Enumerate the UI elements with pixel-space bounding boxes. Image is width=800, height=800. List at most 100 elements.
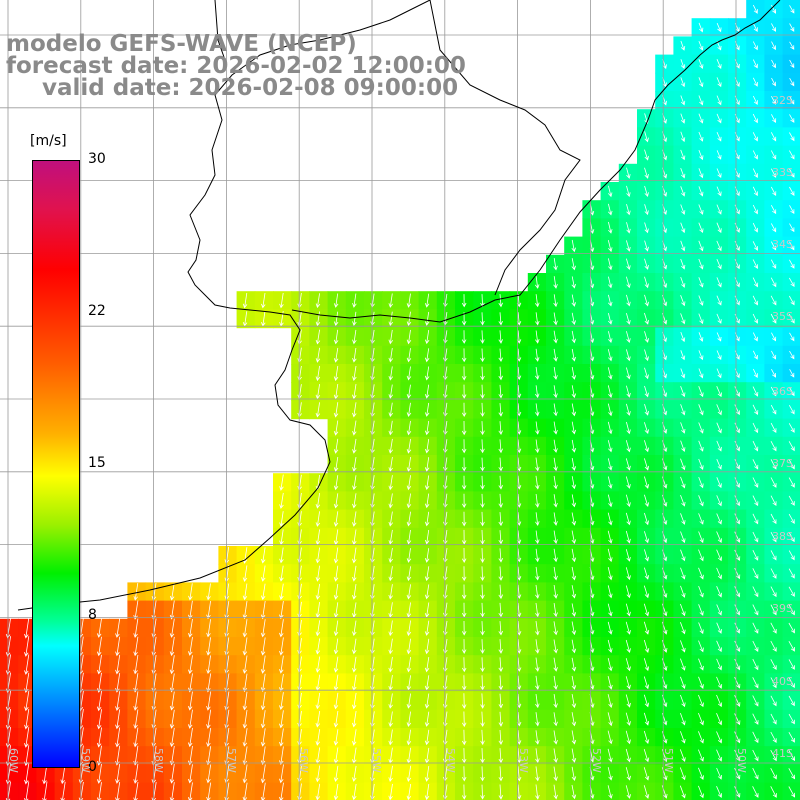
wind-arrow (770, 422, 777, 434)
wind-arrow (698, 22, 704, 33)
wind-arrow (406, 620, 412, 637)
wind-arrow (553, 312, 558, 326)
wind-arrow (698, 440, 704, 452)
wind-arrow (734, 567, 741, 580)
wind-arrow (206, 673, 212, 693)
wind-arrow (571, 766, 577, 782)
wind-arrow (553, 348, 558, 362)
wind-arrow (133, 618, 139, 639)
wind-arrow (716, 204, 722, 215)
wind-arrow (480, 475, 485, 490)
wind-arrow (352, 584, 357, 600)
wind-arrow (553, 367, 558, 380)
wind-arrow (406, 402, 412, 418)
wind-arrow (643, 639, 650, 653)
wind-arrow (680, 204, 686, 215)
wind-arrow (260, 710, 266, 729)
wind-arrow (607, 458, 613, 471)
wind-arrow (553, 457, 558, 472)
wind-arrow (644, 476, 650, 489)
wind-arrow (553, 494, 558, 508)
wind-arrow (115, 636, 121, 657)
wind-arrow (96, 636, 102, 657)
wind-cell (782, 91, 800, 110)
wind-arrow (333, 329, 339, 345)
wind-arrow (770, 295, 777, 306)
wind-arrow (788, 550, 795, 561)
wind-cell (782, 527, 800, 547)
wind-arrow (480, 675, 485, 691)
wind-arrow (789, 78, 795, 87)
wind-cell (782, 655, 800, 674)
wind-arrow (643, 603, 650, 617)
wind-arrow (607, 748, 613, 763)
wind-arrow (535, 439, 540, 454)
wind-arrow (770, 241, 777, 251)
wind-arrow (260, 655, 266, 674)
wind-arrow (315, 293, 321, 309)
wind-arrow (770, 223, 777, 233)
wind-arrow (771, 23, 776, 32)
wind-arrow (788, 677, 795, 689)
wind-arrow (644, 331, 649, 343)
wind-arrow (698, 113, 704, 124)
wind-arrow (480, 657, 485, 673)
wind-arrow (770, 168, 777, 178)
coastline-path (17, 0, 431, 611)
wind-arrow (279, 764, 284, 784)
wind-arrow (752, 422, 759, 434)
wind-arrow (461, 420, 467, 436)
wind-arrow (625, 549, 631, 562)
wind-arrow (644, 167, 649, 179)
wind-arrow (206, 600, 211, 620)
wind-arrow (788, 513, 795, 525)
wind-arrow (607, 767, 613, 781)
wind-cell (782, 473, 800, 492)
wind-arrow (607, 585, 613, 599)
wind-arrow (644, 422, 649, 434)
wind-arrow (242, 746, 248, 766)
wind-arrow (424, 420, 430, 436)
wind-arrow (607, 621, 613, 635)
wind-arrow (698, 77, 704, 88)
wind-arrow (553, 403, 558, 417)
wind-arrow (680, 731, 686, 744)
wind-arrow (553, 766, 558, 782)
wind-arrow (24, 617, 30, 639)
wind-arrow (279, 492, 284, 509)
wind-arrow (406, 765, 412, 783)
wind-arrow (625, 585, 631, 599)
wind-arrow (133, 583, 139, 601)
wind-arrow (461, 529, 467, 545)
wind-cell (673, 782, 693, 800)
wind-arrow (716, 622, 722, 634)
wind-arrow (680, 295, 686, 307)
wind-arrow (788, 277, 795, 288)
wind-arrow (643, 785, 650, 799)
wind-arrow (625, 730, 631, 745)
wind-arrow (480, 766, 485, 782)
wind-arrow (498, 366, 503, 381)
wind-arrow (388, 329, 394, 345)
wind-arrow (242, 764, 248, 784)
wind-arrow (553, 730, 558, 745)
wind-arrow (498, 621, 504, 636)
wind-arrow (188, 583, 193, 601)
wind-arrow (388, 475, 393, 491)
wind-arrow (352, 656, 357, 673)
wind-cell (782, 436, 800, 456)
wind-arrow (698, 313, 704, 325)
wind-arrow (498, 675, 504, 691)
wind-arrow (424, 638, 430, 655)
wind-arrow (315, 402, 321, 418)
wind-arrow (680, 640, 686, 653)
wind-arrow (788, 313, 795, 324)
wind-arrow (716, 186, 722, 197)
wind-arrow (535, 730, 540, 745)
wind-arrow (169, 655, 175, 675)
wind-arrow (535, 675, 540, 691)
wind-arrow (698, 749, 704, 762)
wind-arrow (626, 258, 631, 270)
wind-arrow (644, 294, 649, 307)
